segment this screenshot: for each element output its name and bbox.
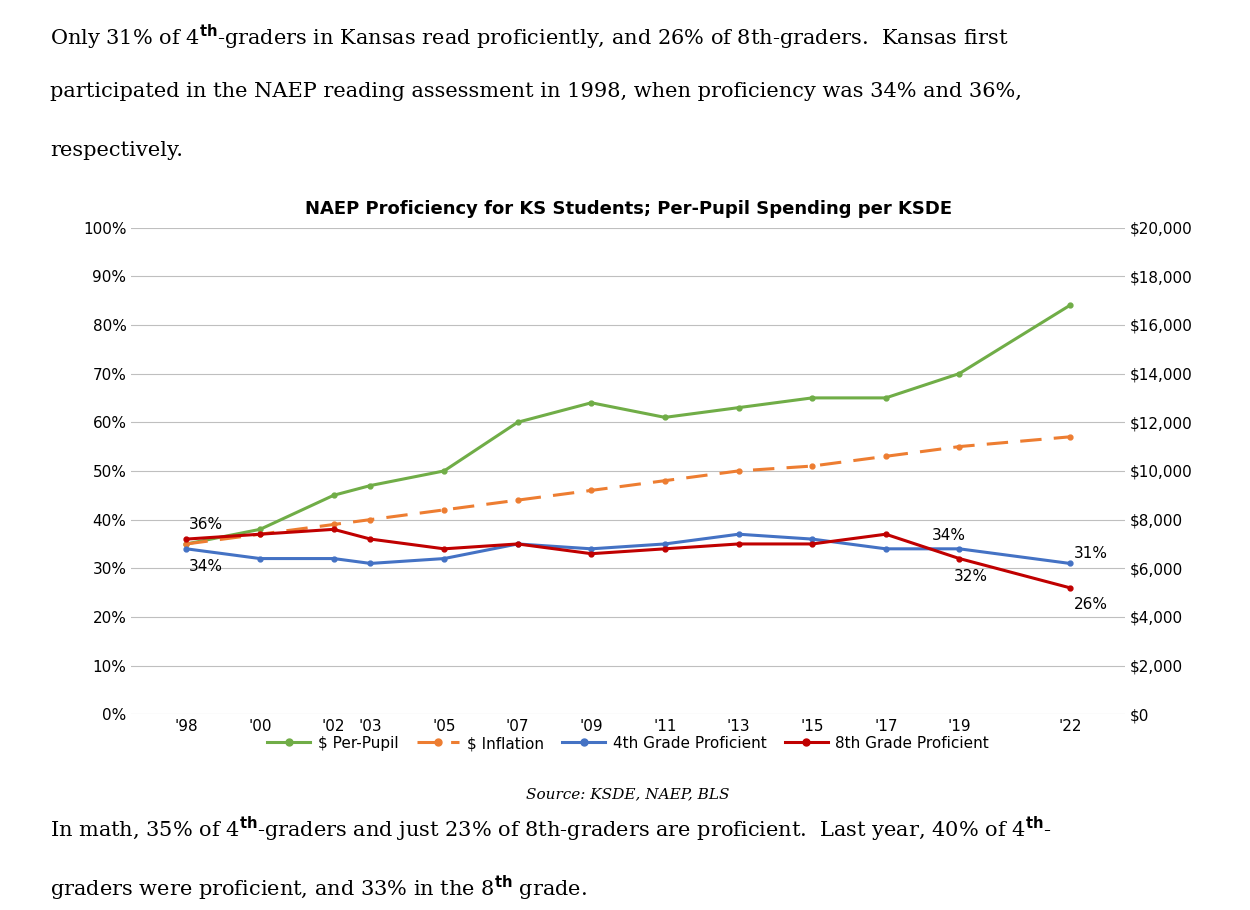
Title: NAEP Proficiency for KS Students; Per-Pupil Spending per KSDE: NAEP Proficiency for KS Students; Per-Pu… bbox=[305, 199, 951, 217]
Text: 26%: 26% bbox=[1074, 597, 1108, 612]
Legend: $ Per-Pupil, $ Inflation, 4th Grade Proficient, 8th Grade Proficient: $ Per-Pupil, $ Inflation, 4th Grade Prof… bbox=[261, 731, 995, 757]
Text: Only 31% of 4$^{\mathbf{th}}$-graders in Kansas read proficiently, and 26% of 8t: Only 31% of 4$^{\mathbf{th}}$-graders in… bbox=[50, 23, 1009, 52]
Text: participated in the NAEP reading assessment in 1998, when proficiency was 34% an: participated in the NAEP reading assessm… bbox=[50, 82, 1022, 101]
Text: graders were proficient, and 33% in the 8$^{\mathbf{th}}$ grade.: graders were proficient, and 33% in the … bbox=[50, 874, 588, 903]
Text: In math, 35% of 4$^{\mathbf{th}}$-graders and just 23% of 8th-graders are profic: In math, 35% of 4$^{\mathbf{th}}$-grader… bbox=[50, 814, 1051, 844]
Text: respectively.: respectively. bbox=[50, 141, 182, 160]
Text: 32%: 32% bbox=[954, 569, 988, 584]
Text: Source: KSDE, NAEP, BLS: Source: KSDE, NAEP, BLS bbox=[526, 787, 730, 801]
Text: 34%: 34% bbox=[189, 559, 224, 574]
Text: 31%: 31% bbox=[1074, 546, 1108, 561]
Text: 36%: 36% bbox=[189, 518, 224, 532]
Text: 34%: 34% bbox=[931, 529, 965, 543]
